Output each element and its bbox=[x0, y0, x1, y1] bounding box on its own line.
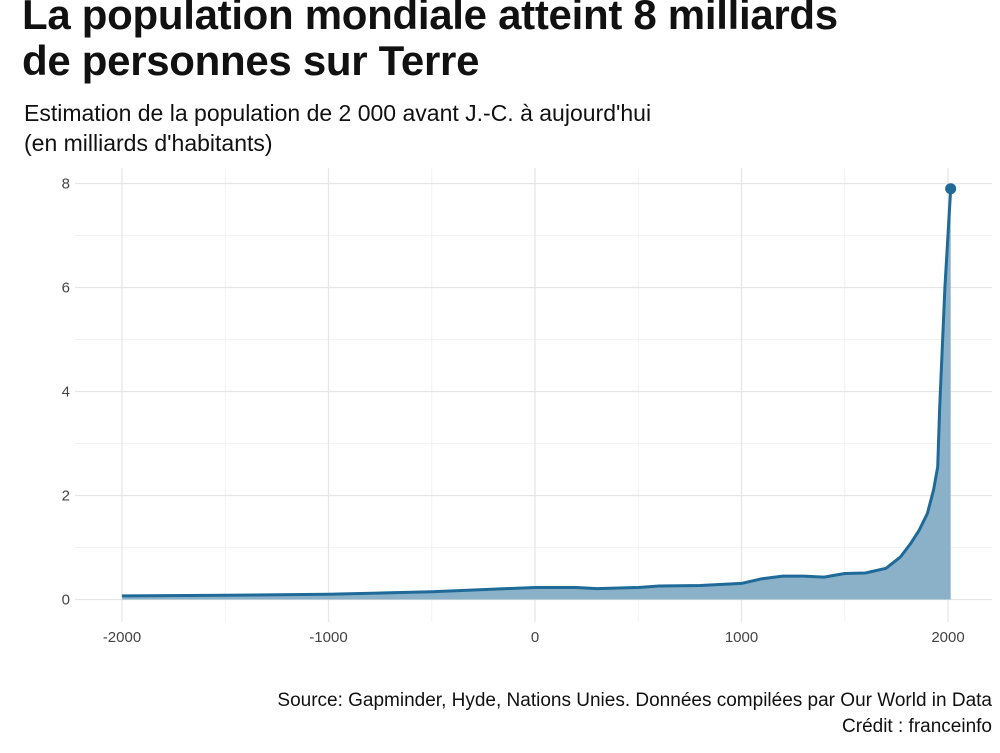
chart-subtitle: Estimation de la population de 2 000 ava… bbox=[24, 98, 651, 158]
subtitle-line-2: (en milliards d'habitants) bbox=[24, 130, 273, 156]
chart-title: La population mondiale atteint 8 milliar… bbox=[22, 0, 838, 84]
title-line-1: La population mondiale atteint 8 milliar… bbox=[22, 0, 838, 38]
population-line bbox=[121, 188, 953, 598]
x-tick-label: -1000 bbox=[309, 629, 347, 646]
y-tick-label: 6 bbox=[62, 280, 70, 297]
title-line-2: de personnes sur Terre bbox=[22, 37, 480, 84]
source-note: Source: Gapminder, Hyde, Nations Unies. … bbox=[277, 688, 992, 740]
x-tick-label: 0 bbox=[531, 629, 539, 646]
x-tick-label: 1000 bbox=[725, 629, 758, 646]
y-tick-label: 0 bbox=[62, 592, 70, 609]
credit-text: Crédit : franceinfo bbox=[842, 716, 992, 737]
subtitle-line-1: Estimation de la population de 2 000 ava… bbox=[24, 100, 652, 126]
y-tick-label: 8 bbox=[62, 176, 70, 193]
source-text: Source: Gapminder, Hyde, Nations Unies. … bbox=[277, 690, 992, 711]
x-tick-label: -2000 bbox=[103, 629, 141, 646]
population-area bbox=[122, 188, 951, 600]
y-tick-label: 2 bbox=[62, 488, 70, 505]
last-point-marker bbox=[945, 183, 957, 195]
x-tick-label: 2000 bbox=[931, 629, 964, 646]
y-tick-label: 4 bbox=[62, 384, 70, 401]
